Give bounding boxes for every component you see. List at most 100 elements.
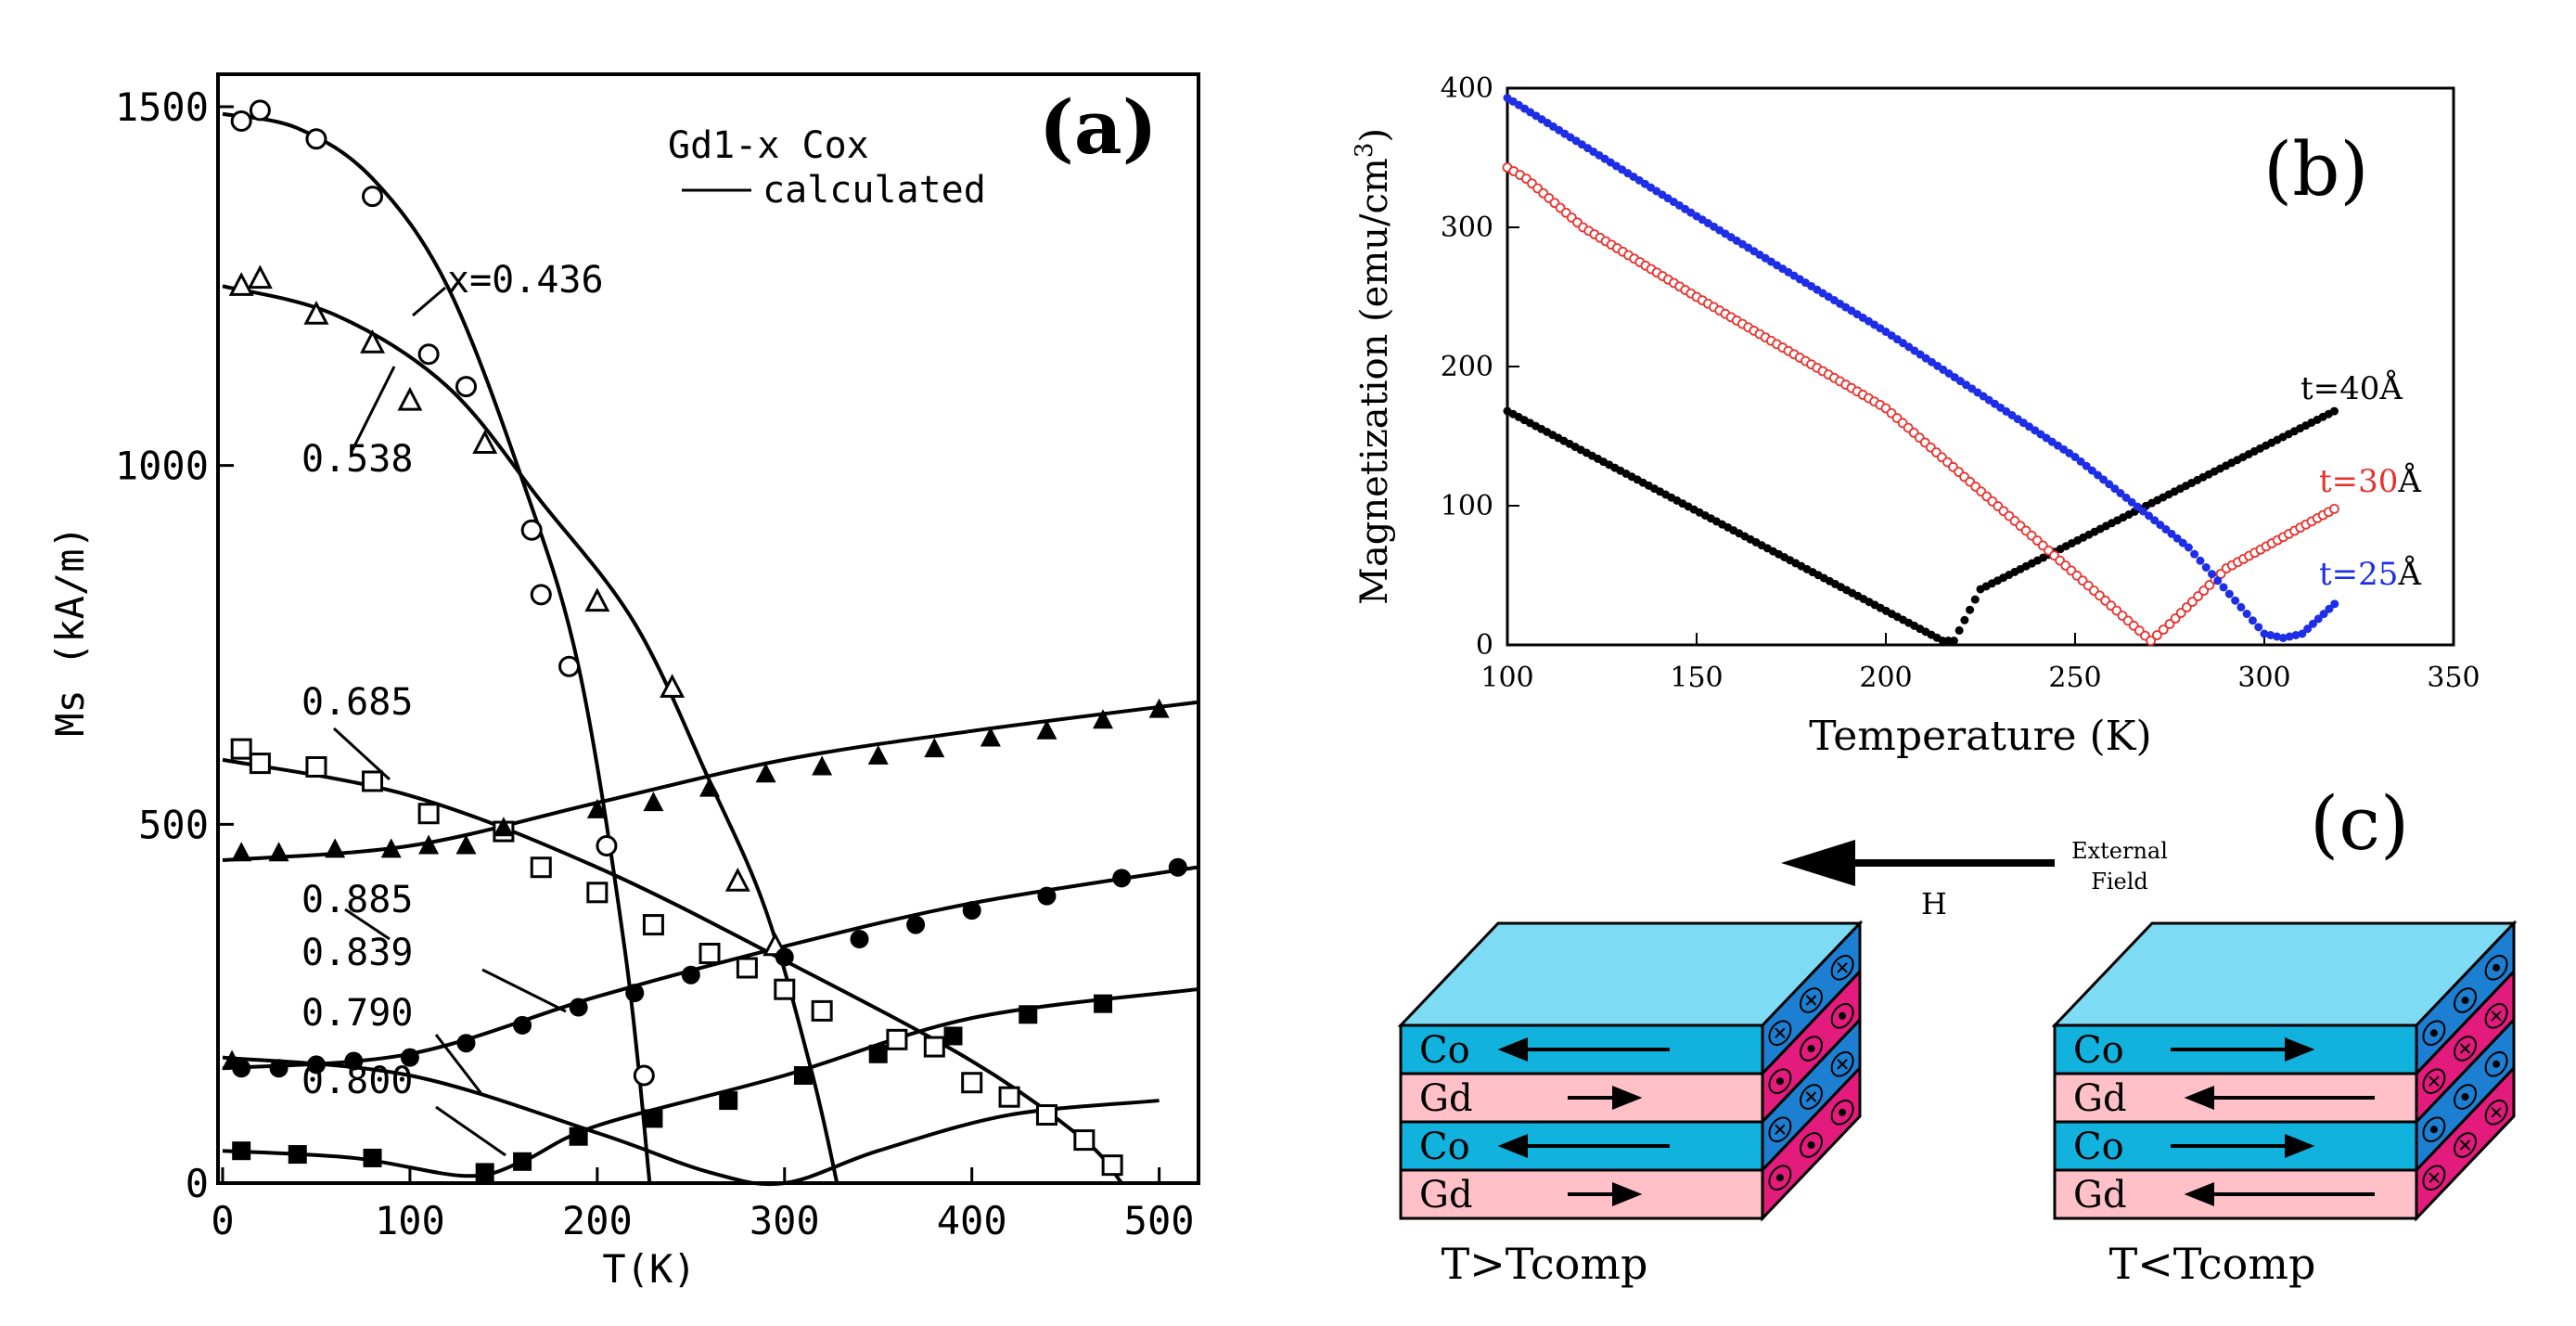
a-marker-6-0	[222, 1049, 243, 1070]
b-ytick-label-1: 100	[1441, 490, 1493, 522]
a-marker-4-13	[962, 901, 981, 920]
panel-a-frame	[216, 72, 1200, 1185]
a-marker-3-6	[493, 817, 514, 837]
b-marker-2-6-1	[2285, 632, 2294, 641]
left-side-sym-3-2-dot	[1839, 1108, 1847, 1116]
label-0685: 0.685	[301, 681, 413, 724]
a-ytick-label-0: 0	[186, 1161, 209, 1206]
right-side-sym-1-2-ring	[2484, 1002, 2508, 1029]
left-side-sym-2-2	[1830, 1050, 1854, 1077]
left-side-sym-0-0	[1768, 1020, 1792, 1047]
a-curve-6	[222, 1055, 1160, 1187]
stack-left-layer-1-label: Co	[1419, 1029, 1470, 1072]
label-0790: 0.790	[301, 992, 413, 1035]
stack-left-layer-2-label: Gd	[1419, 1077, 1473, 1120]
right-side-sym-0-0-dot	[2429, 1029, 2438, 1037]
a-leader-5	[434, 1034, 484, 1096]
b-marker-2-6-0	[2278, 634, 2288, 642]
a-marker-2-0	[230, 738, 252, 760]
b-marker-2-3-3	[2087, 466, 2096, 475]
a-marker-4-8	[625, 984, 645, 1003]
right-side-sym-3-1	[2454, 1132, 2477, 1158]
left-side-sym-2-1-x2	[1805, 1091, 1817, 1102]
b-marker-2-3-19	[2178, 538, 2187, 547]
b-marker-0-2-1	[1954, 625, 1964, 635]
a-marker-4-15	[1112, 869, 1132, 888]
right-side-sym-0-0-ring	[2422, 1020, 2446, 1047]
left-side-sym-0-1-ring	[1800, 987, 1823, 1013]
b-marker-2-4-10	[2242, 610, 2251, 619]
stack-right-layer-4-label: Gd	[2073, 1174, 2127, 1217]
stack-left-layer-4-label: Gd	[1419, 1174, 1473, 1217]
a-marker-0-10	[633, 1064, 655, 1087]
panel-b-ylabel-sup: 3	[1351, 143, 1378, 159]
panel-a-ylabel: Ms (kA/m)	[47, 525, 93, 737]
arrow-right-gd1-head	[2184, 1086, 2214, 1110]
left-side-sym-0-0-ring	[1768, 1020, 1792, 1047]
a-marker-4-2	[306, 1055, 326, 1075]
a-marker-5-12	[1094, 994, 1113, 1013]
a-marker-2-6	[530, 856, 552, 879]
b-marker-2-5-1	[2266, 631, 2275, 639]
a-marker-3-13	[924, 738, 945, 758]
label-x0436: x=0.436	[447, 259, 604, 302]
left-side-sym-3-0-dot	[1775, 1174, 1784, 1182]
left-side-sym-0-2-ring	[1830, 954, 1854, 981]
b-marker-2-4-5	[2213, 576, 2223, 586]
panel-a-markers	[222, 99, 1187, 1182]
a-ytick-label-2: 1000	[115, 444, 209, 489]
right-side-sym-1-1-ring	[2454, 1036, 2477, 1062]
left-side-sym-2-0	[1768, 1116, 1792, 1143]
label-0800: 0.800	[301, 1060, 413, 1102]
right-side-sym-1-0-ring	[2422, 1068, 2446, 1095]
b-marker-2-3-14	[2150, 516, 2159, 525]
a-marker-2-2	[305, 755, 327, 778]
a-marker-4-7	[569, 998, 588, 1017]
left-side-sym-3-0	[1768, 1165, 1792, 1191]
b-marker-0-3-62	[2329, 406, 2339, 416]
a-marker-3-12	[867, 744, 889, 765]
arrow-left-co2-head	[1497, 1134, 1528, 1158]
a-marker-4-5	[456, 1034, 476, 1053]
a-leader-2	[332, 727, 391, 781]
a-marker-0-9	[596, 835, 618, 857]
a-marker-3-11	[812, 755, 833, 776]
label-t40: t=40Å	[2300, 369, 2403, 407]
panel-a-xlabel: T(K)	[602, 1246, 696, 1292]
right-side-sym-2-0-ring	[2422, 1116, 2446, 1143]
left-side-sym-0-0-x2	[1775, 1027, 1786, 1038]
right-side-sym-0-2-ring	[2484, 954, 2508, 981]
a-marker-5-4	[513, 1152, 532, 1171]
a-marker-2-8	[642, 914, 664, 936]
a-marker-3-10	[755, 763, 776, 783]
b-marker-2-5-2	[2273, 632, 2282, 641]
a-xtick-label-4: 400	[937, 1198, 1007, 1243]
arrow-left-gd2-head	[1612, 1182, 1643, 1206]
a-marker-3-7	[586, 798, 608, 818]
external-field-line2: Field	[2091, 869, 2148, 895]
a-xtick-label-1: 100	[375, 1198, 445, 1243]
b-marker-1-6-1	[2151, 630, 2162, 640]
stack-left-layer-3-label: Co	[1419, 1126, 1470, 1168]
a-marker-2-16	[998, 1086, 1020, 1108]
label-t40-name: t=40	[2300, 370, 2379, 407]
a-marker-4-12	[906, 915, 926, 934]
stack-left-caption: T>Tcomp	[1442, 1239, 1648, 1289]
b-marker-2-4-11	[2248, 616, 2257, 625]
b-marker-2-7-4	[2319, 610, 2328, 619]
a-marker-5-10	[943, 1026, 963, 1046]
left-side-sym-1-1-ring	[1800, 1036, 1823, 1062]
b-marker-2-3-11	[2133, 502, 2142, 511]
b-marker-2-4-3	[2201, 562, 2211, 572]
b-ytick-label-2: 200	[1441, 351, 1493, 383]
left-side-sym-1-1	[1800, 1036, 1823, 1062]
left-side-sym-3-1	[1800, 1132, 1823, 1158]
left-side-sym-2-1-ring	[1800, 1084, 1823, 1110]
arrow-right-co1-head	[2285, 1037, 2315, 1062]
stack-right-arrows	[2171, 1037, 2375, 1206]
field-arrow-head	[1781, 840, 1855, 886]
a-marker-3-1	[268, 842, 289, 862]
right-side-sym-1-1	[2454, 1036, 2477, 1062]
a-marker-0-1	[249, 99, 271, 122]
